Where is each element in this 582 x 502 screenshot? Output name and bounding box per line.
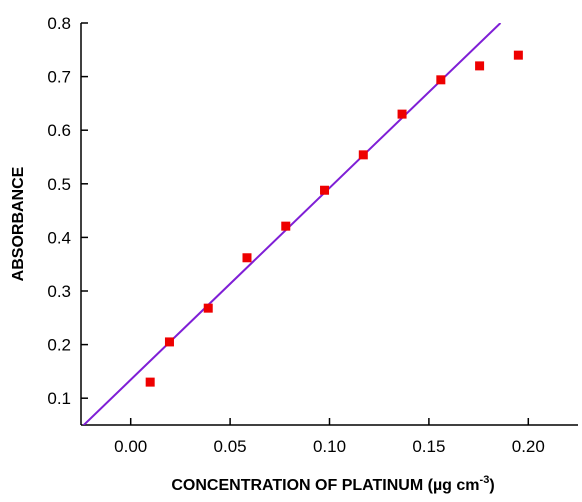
y-tick-label: 0.7 (47, 68, 71, 87)
data-point (203, 303, 213, 313)
data-point (164, 337, 174, 347)
x-axis-title-suffix: ) (489, 477, 494, 494)
y-tick-label: 0.2 (47, 336, 71, 355)
x-tick-label: 0.00 (114, 437, 147, 456)
data-point (145, 377, 155, 387)
plot-area (82, 23, 502, 425)
data-point (320, 185, 330, 195)
data-point (397, 109, 407, 119)
x-tick-label: 0.15 (412, 437, 445, 456)
x-tick-label: 0.20 (512, 437, 545, 456)
data-point (513, 50, 523, 60)
y-tick-label: 0.5 (47, 175, 71, 194)
data-points (145, 50, 523, 387)
data-point (281, 221, 291, 231)
data-point (358, 150, 368, 160)
linear-fit-line (82, 23, 502, 425)
x-axis-title: CONCENTRATION OF PLATINUM (µg cm-3) (171, 474, 494, 494)
y-axis-title: ABSORBANCE (10, 166, 27, 281)
data-point (475, 61, 485, 71)
x-axis-title-main: CONCENTRATION OF PLATINUM (µg cm (171, 477, 479, 494)
y-tick-label: 0.1 (47, 389, 71, 408)
y-tick-label: 0.4 (47, 228, 71, 247)
data-point (436, 75, 446, 85)
x-axis-ticks: 0.00 0.05 0.10 0.15 0.20 (114, 418, 545, 456)
x-tick-label: 0.10 (313, 437, 346, 456)
y-tick-label: 0.6 (47, 121, 71, 140)
x-tick-label: 0.05 (214, 437, 247, 456)
x-axis-title-superscript: -3 (480, 474, 490, 486)
y-axis-ticks: 0.1 0.2 0.3 0.4 0.5 0.6 0.7 0.8 (47, 14, 88, 408)
y-tick-label: 0.8 (47, 14, 71, 33)
data-point (242, 253, 252, 263)
y-tick-label: 0.3 (47, 282, 71, 301)
